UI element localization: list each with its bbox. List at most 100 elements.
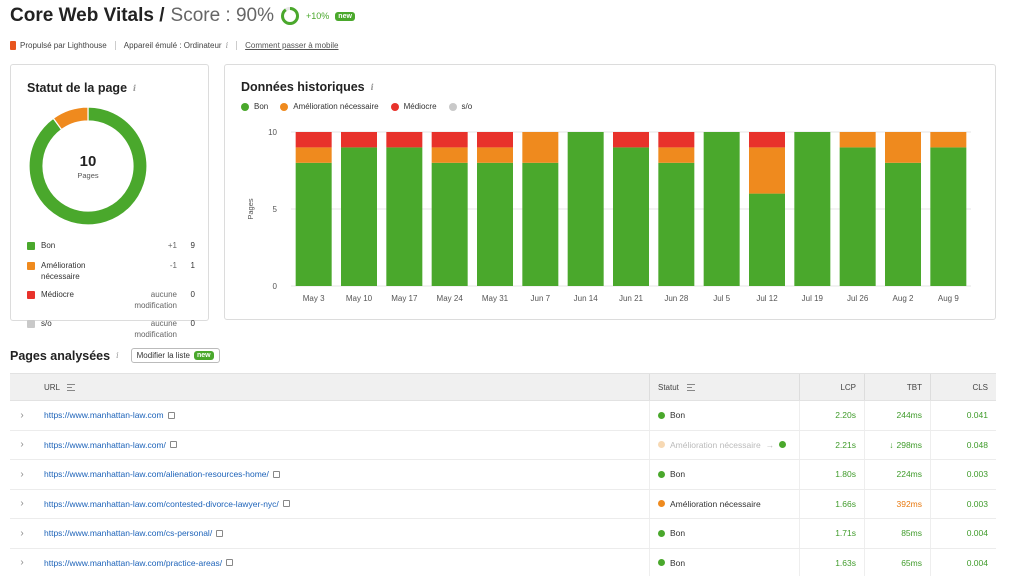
legend-row-na[interactable]: s/o aucune modification 0 — [27, 318, 195, 347]
bar-segment[interactable] — [613, 147, 649, 286]
bar-segment[interactable] — [431, 132, 468, 148]
good-dot — [241, 102, 249, 111]
bar-segment[interactable] — [431, 162, 468, 286]
x-tick-label: Jun 21 — [619, 294, 644, 303]
bar-segment[interactable] — [522, 162, 559, 286]
bar-segment[interactable] — [613, 132, 649, 148]
bar-segment[interactable] — [341, 147, 377, 286]
edit-list-button[interactable]: Modifier la liste new — [130, 348, 220, 363]
legend-item-good[interactable]: Bon — [241, 102, 268, 111]
bar-segment[interactable] — [295, 132, 332, 148]
table-row[interactable]: › https://www.manhattan-law.com/cs-perso… — [10, 519, 996, 549]
chevron-right-icon[interactable]: › — [20, 498, 24, 510]
donut-slice-1[interactable] — [52, 106, 89, 131]
info-icon[interactable]: i — [116, 351, 119, 360]
bar-segment[interactable] — [431, 147, 468, 163]
bar-segment[interactable] — [477, 162, 513, 286]
mobile-item[interactable]: Comment passer à mobile — [237, 41, 346, 50]
bar-segment[interactable] — [658, 147, 695, 163]
table-row[interactable]: › https://www.manhattan-law.com/alienati… — [10, 460, 996, 490]
bar-segment[interactable] — [885, 162, 921, 286]
status-text: Bon — [670, 528, 686, 539]
lcp-value: 1.71s — [799, 519, 864, 548]
lcp-value: 1.66s — [799, 489, 864, 518]
status-column-header[interactable]: Statut — [649, 374, 799, 400]
external-link-icon[interactable] — [272, 470, 280, 478]
sort-icon[interactable] — [686, 383, 695, 391]
chevron-right-icon[interactable]: › — [20, 468, 24, 480]
bar-segment[interactable] — [477, 132, 513, 148]
chevron-right-icon[interactable]: › — [20, 409, 24, 421]
donut-total-label: Pages — [77, 171, 99, 180]
bar-segment[interactable] — [341, 132, 377, 148]
bar-segment[interactable] — [522, 132, 559, 163]
legend-item-na[interactable]: s/o — [448, 102, 472, 111]
page-url-link[interactable]: https://www.manhattan-law.com/practice-a… — [44, 557, 223, 568]
switch-mobile-link[interactable]: Comment passer à mobile — [245, 40, 339, 50]
external-link-icon[interactable] — [169, 441, 177, 449]
tbt-value: 224ms — [864, 460, 930, 489]
legend-row-poor[interactable]: Médiocre aucune modification 0 — [27, 289, 195, 318]
lcp-value: 1.80s — [799, 460, 864, 489]
poor-dot — [390, 102, 399, 111]
x-tick-label: May 10 — [346, 294, 373, 303]
page-url-link[interactable]: https://www.manhattan-law.com — [44, 410, 164, 421]
info-icon[interactable]: i — [370, 82, 374, 92]
url-column-header[interactable]: URL — [34, 383, 649, 392]
page-url-link[interactable]: https://www.manhattan-law.com/contested-… — [44, 498, 279, 509]
external-link-icon[interactable] — [282, 500, 290, 508]
page-header: Core Web Vitals / Score : 90% +10% new — [10, 4, 355, 28]
info-icon[interactable]: i — [133, 83, 137, 93]
tbt-value: 65ms — [864, 548, 930, 576]
bar-segment[interactable] — [386, 147, 423, 286]
bar-segment[interactable] — [839, 132, 876, 148]
device-text: Appareil émulé : Ordinateur — [123, 40, 222, 50]
chevron-right-icon[interactable]: › — [20, 557, 24, 569]
external-link-icon[interactable] — [226, 559, 234, 567]
bar-segment[interactable] — [703, 132, 740, 286]
bar-segment[interactable] — [930, 132, 967, 148]
legend-row-needs-improvement[interactable]: Amélioration nécessaire -1 1 — [27, 260, 195, 289]
tbt-column-header[interactable]: TBT — [864, 374, 930, 400]
bar-segment[interactable] — [930, 147, 967, 286]
donut-slice-0[interactable] — [28, 106, 148, 226]
cls-column-header[interactable]: CLS — [930, 374, 996, 400]
page-url-link[interactable]: https://www.manhattan-law.com/cs-persona… — [44, 528, 213, 539]
table-row[interactable]: › https://www.manhattan-law.com/ Amélior… — [10, 430, 996, 460]
page-url-link[interactable]: https://www.manhattan-law.com/alienation… — [44, 469, 269, 480]
sort-icon[interactable] — [67, 383, 76, 391]
x-tick-label: Jun 28 — [664, 294, 689, 303]
bar-segment[interactable] — [749, 147, 785, 194]
bar-segment[interactable] — [839, 147, 876, 286]
bar-segment[interactable] — [295, 162, 332, 286]
bar-segment[interactable] — [477, 147, 513, 163]
bar-segment[interactable] — [295, 147, 332, 163]
external-link-icon[interactable] — [216, 529, 224, 537]
arrow-right-icon: → — [765, 439, 775, 450]
bar-segment[interactable] — [749, 193, 785, 286]
chevron-right-icon[interactable]: › — [20, 527, 24, 539]
legend-item-poor[interactable]: Médiocre — [390, 102, 437, 111]
external-link-icon[interactable] — [167, 411, 175, 419]
table-row[interactable]: › https://www.manhattan-law.com/practice… — [10, 548, 996, 576]
bar-segment[interactable] — [658, 132, 695, 148]
bar-segment[interactable] — [885, 132, 921, 163]
bar-segment[interactable] — [794, 132, 831, 286]
page-url-link[interactable]: https://www.manhattan-law.com/ — [44, 439, 166, 450]
chevron-right-icon[interactable]: › — [20, 439, 24, 451]
legend-item-needs-improvement[interactable]: Amélioration nécessaire — [280, 102, 379, 111]
legend-row-good[interactable]: Bon +1 9 — [27, 240, 195, 260]
lcp-column-header[interactable]: LCP — [799, 374, 864, 400]
info-icon[interactable]: i — [225, 40, 229, 50]
bar-segment[interactable] — [567, 132, 604, 286]
tbt-value: 85ms — [864, 519, 930, 548]
legend-delta: +1 — [167, 241, 177, 250]
bar-segment[interactable] — [749, 132, 785, 148]
na-dot — [448, 102, 457, 111]
lcp-value: 1.63s — [799, 548, 864, 576]
bar-segment[interactable] — [386, 132, 423, 148]
table-row[interactable]: › https://www.manhattan-law.com Bon 2.20… — [10, 401, 996, 431]
status-text: Bon — [670, 469, 686, 480]
table-row[interactable]: › https://www.manhattan-law.com/conteste… — [10, 489, 996, 519]
bar-segment[interactable] — [658, 162, 695, 286]
